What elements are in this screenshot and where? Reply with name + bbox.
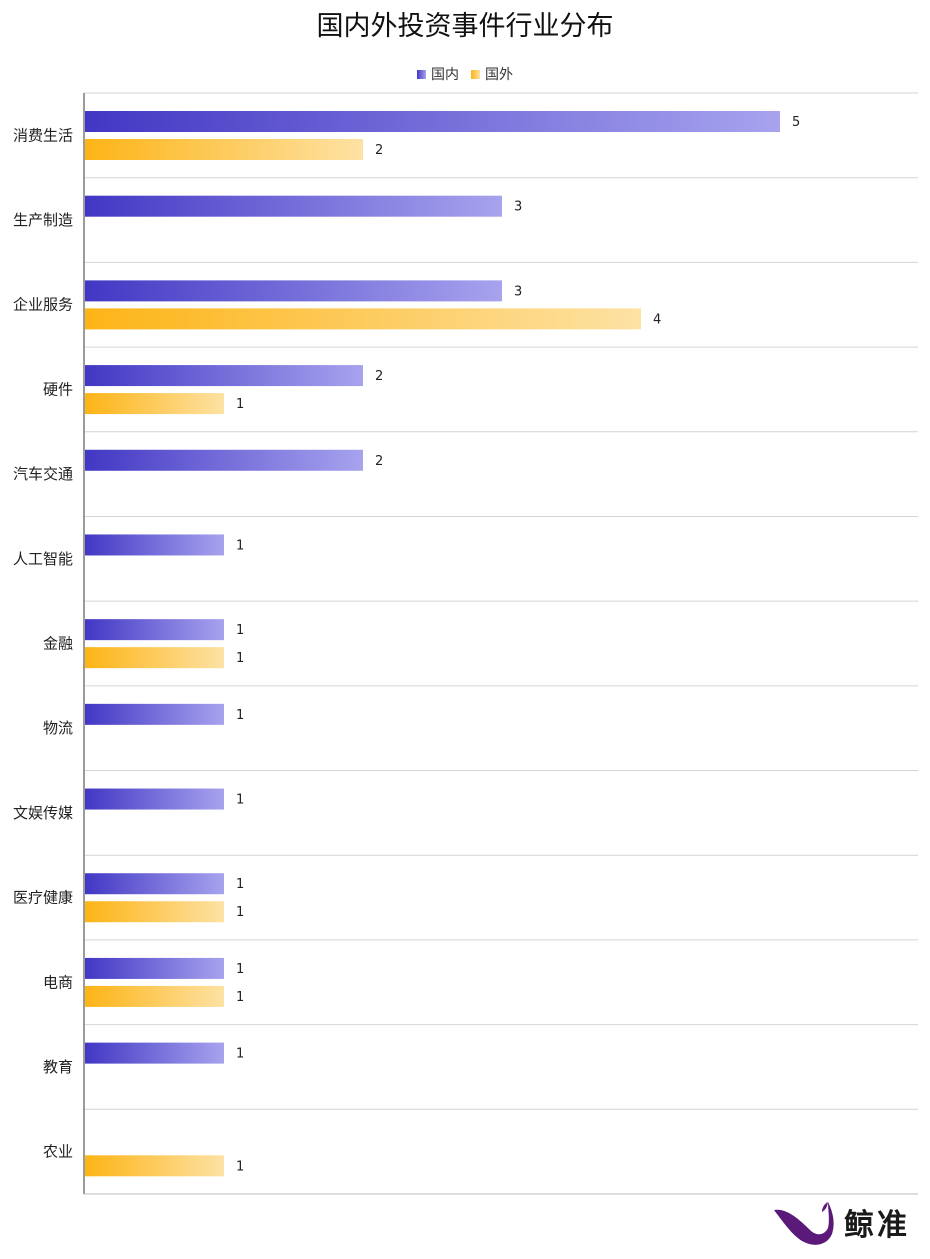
legend-item-domestic: 国内 (417, 64, 459, 84)
bar-foreign (85, 393, 224, 415)
data-label: 1 (236, 651, 244, 666)
legend-label-foreign: 国外 (485, 67, 513, 83)
chart-title: 国内外投资事件行业分布 (316, 11, 614, 42)
bar-foreign (85, 139, 363, 160)
category-label: 硬件 (43, 380, 73, 398)
bar-domestic (85, 788, 224, 810)
bar-domestic (85, 449, 363, 471)
watermark-logo: 鲸准 (772, 1196, 910, 1248)
whale-logo-icon (774, 1202, 834, 1245)
data-label: 3 (514, 284, 522, 299)
bar-domestic (85, 365, 363, 387)
data-label: 2 (375, 143, 383, 158)
bars (85, 111, 780, 1177)
bar-domestic (85, 111, 780, 132)
category-label: 文娱传媒 (13, 804, 73, 822)
category-label: 汽车交通 (13, 465, 73, 483)
bar-domestic (85, 619, 224, 641)
category-label: 人工智能 (13, 550, 73, 568)
data-label: 1 (236, 1159, 244, 1174)
bar-foreign (85, 308, 641, 330)
bar-foreign (85, 901, 224, 923)
legend-swatch-foreign (471, 69, 480, 79)
data-label: 1 (236, 793, 244, 808)
legend-item-foreign: 国外 (471, 64, 513, 84)
grid-lines (84, 92, 918, 1195)
bar-domestic (85, 703, 224, 725)
data-label: 3 (514, 200, 522, 215)
bar-foreign (85, 1155, 224, 1177)
category-label: 医疗健康 (13, 889, 73, 907)
data-label: 2 (375, 454, 383, 469)
category-label: 生产制造 (13, 211, 73, 229)
data-label: 2 (375, 369, 383, 384)
data-label: 1 (236, 990, 244, 1005)
bar-foreign (85, 647, 224, 669)
legend-label-domestic: 国内 (431, 67, 459, 83)
data-label: 1 (236, 708, 244, 723)
category-label: 农业 (43, 1143, 73, 1161)
category-label: 企业服务 (13, 296, 73, 314)
data-label: 1 (236, 397, 244, 412)
data-label: 1 (236, 1047, 244, 1062)
bar-domestic (85, 1042, 224, 1064)
watermark-text: 鲸准 (844, 1208, 910, 1243)
data-label: 1 (236, 538, 244, 553)
legend-swatch-domestic (417, 69, 426, 79)
bar-domestic (85, 195, 502, 217)
category-label: 金融 (43, 635, 73, 653)
bar-foreign (85, 985, 224, 1007)
category-label: 教育 (43, 1058, 73, 1076)
bar-domestic (85, 280, 502, 302)
category-label: 物流 (43, 719, 73, 737)
bar-domestic (85, 873, 224, 895)
data-label: 1 (236, 905, 244, 920)
data-label: 1 (236, 623, 244, 638)
legend: 国内 国外 (0, 64, 930, 84)
bar-domestic (85, 534, 224, 556)
category-label: 消费生活 (13, 126, 73, 144)
data-label: 1 (236, 877, 244, 892)
data-label: 1 (236, 962, 244, 977)
labels: 消费生活 5 2 生产制造 3 企业服务 3 4 硬件 2 1 汽车交通 2 人工智能 1 金融 1 1 物流 1 文娱… (13, 115, 800, 1174)
data-label: 4 (653, 312, 661, 327)
bar-domestic (85, 957, 224, 979)
category-label: 电商 (43, 973, 73, 991)
data-label: 5 (792, 115, 800, 130)
